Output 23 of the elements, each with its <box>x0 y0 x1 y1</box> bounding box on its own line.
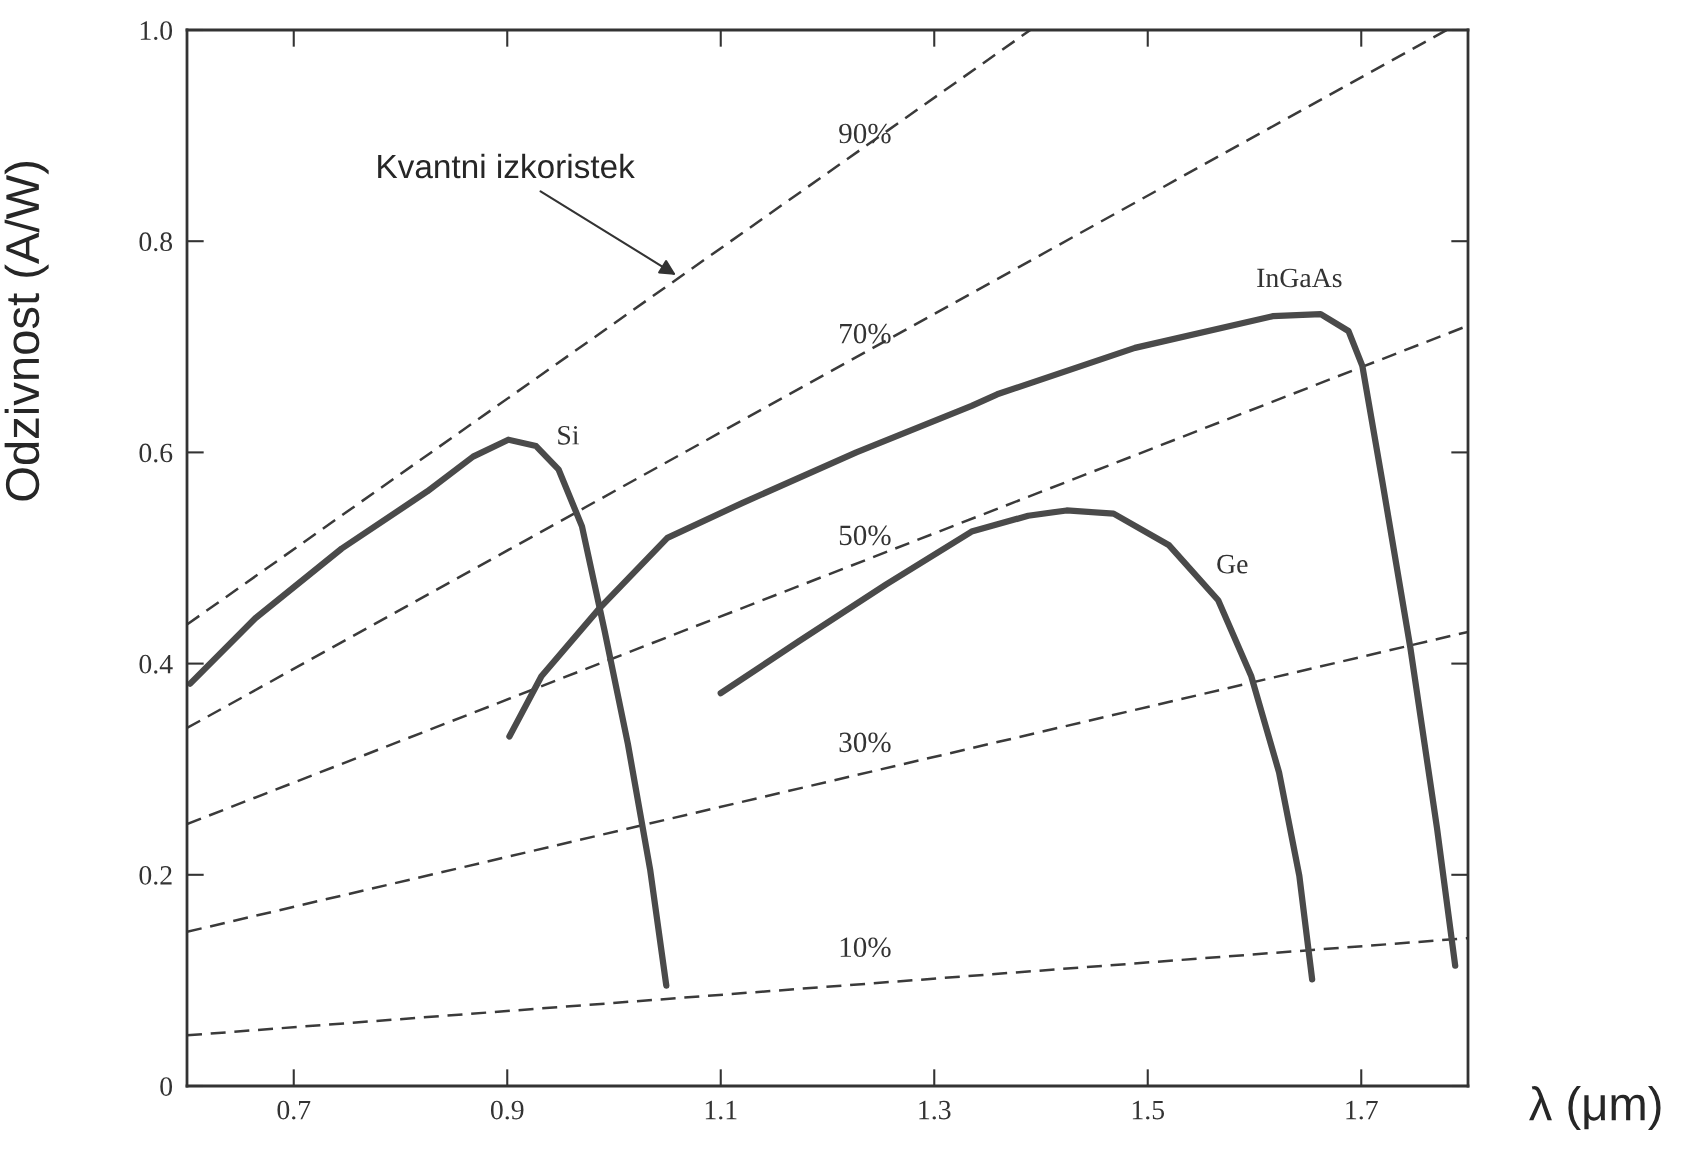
y-tick-label: 1.0 <box>140 21 173 41</box>
x-tick-label: 1.1 <box>705 1100 737 1120</box>
x-axis-title: λ (μm) <box>1529 1086 1661 1130</box>
series-label: 90% <box>839 123 891 144</box>
x-tick-label: 0.7 <box>277 1100 311 1120</box>
x-tick-label: 1.7 <box>1346 1100 1378 1120</box>
series-label: Ge <box>1217 554 1248 574</box>
series-label: 70% <box>840 323 891 344</box>
x-tick-label: 1.3 <box>919 1100 951 1120</box>
series-label: Si <box>558 425 579 445</box>
series-label: 50% <box>839 525 891 546</box>
y-tick-label: 0.2 <box>139 865 172 885</box>
annotation: Kvantni izkoristek <box>378 153 635 179</box>
x-tick-label: 0.9 <box>490 1100 524 1120</box>
y-tick-label: 0 <box>160 1077 173 1096</box>
y-tick-label: 0.4 <box>139 654 173 674</box>
series-label: 10% <box>840 937 891 958</box>
y-axis-title: Odzivnost (A/W) <box>4 162 49 501</box>
y-tick-label: 0.6 <box>139 443 173 463</box>
series-label: 30% <box>839 732 891 753</box>
y-tick-label: 0.8 <box>139 232 173 252</box>
x-tick-label: 1.5 <box>1132 1100 1165 1120</box>
series-label: InGaAs <box>1257 268 1342 288</box>
